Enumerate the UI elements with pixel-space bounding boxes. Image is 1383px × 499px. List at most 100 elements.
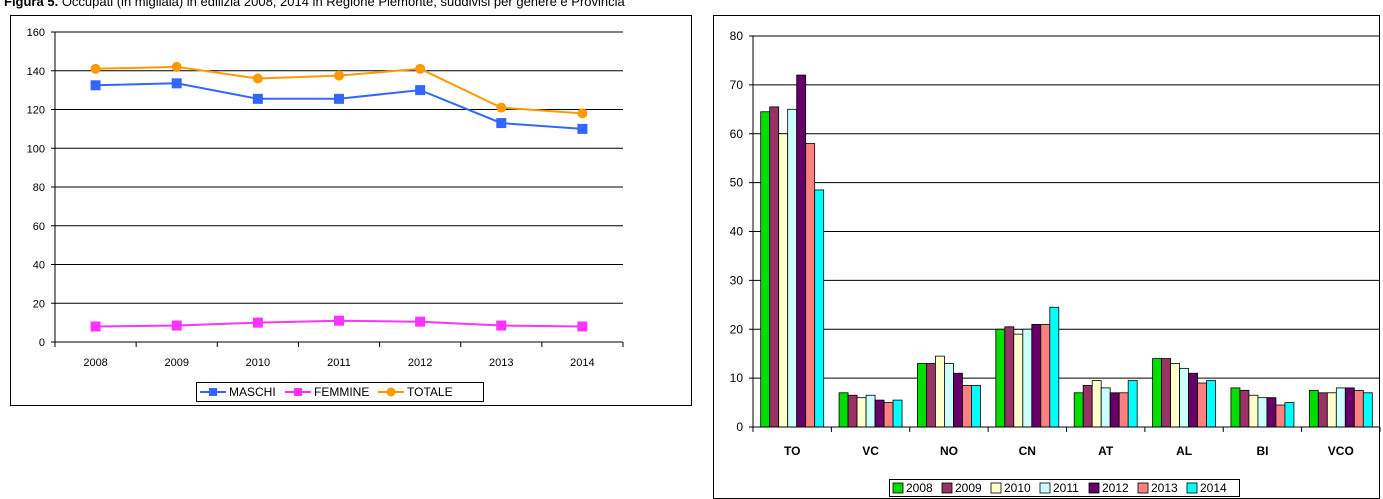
bar-chart-y-tick-label: 80 xyxy=(730,29,744,43)
data-point-femmine xyxy=(496,320,507,331)
bar-no-2014 xyxy=(971,385,981,428)
data-point-totale xyxy=(577,108,588,119)
legend-label-2014: 2014 xyxy=(1200,481,1227,495)
bar-cn-2010 xyxy=(1013,333,1024,428)
legend-swatch-2011 xyxy=(1039,482,1051,494)
bar-bi-2013 xyxy=(1275,404,1286,428)
legend-label-totale: TOTALE xyxy=(407,385,453,399)
legend-marker-totale xyxy=(386,387,396,397)
data-point-maschi xyxy=(496,118,507,129)
bar-vc-2013 xyxy=(883,402,894,428)
bar-at-2013 xyxy=(1118,392,1129,428)
line-chart-y-tick-label: 80 xyxy=(33,182,45,194)
bar-bi-2008 xyxy=(1230,387,1241,428)
bar-bi-2009 xyxy=(1239,389,1250,428)
bar-vco-2013 xyxy=(1353,389,1364,428)
bar-chart-x-tick-label: VC xyxy=(862,444,879,458)
data-point-totale xyxy=(334,70,344,81)
line-chart-x-tick-label: 2012 xyxy=(408,357,432,369)
legend-swatch-2010 xyxy=(990,482,1002,494)
bar-chart-x-tick-label: NO xyxy=(940,444,958,458)
bar-to-2010 xyxy=(778,133,789,428)
bar-to-2012 xyxy=(796,74,807,428)
legend-label-2011: 2011 xyxy=(1053,481,1079,495)
figure-caption-label: Figura 5. xyxy=(4,0,59,9)
figure-caption: Figura 5. Occupati (in migliaia) in edil… xyxy=(4,0,625,9)
bar-at-2014 xyxy=(1127,380,1138,428)
bar-chart-y-tick-label: 40 xyxy=(730,225,744,239)
data-point-totale xyxy=(496,102,507,113)
bar-no-2013 xyxy=(962,385,972,428)
line-chart-y-tick-label: 140 xyxy=(27,66,45,78)
data-point-femmine xyxy=(415,316,426,327)
bar-chart-y-tick-label: 0 xyxy=(736,420,743,434)
bar-chart-y-tick-label: 30 xyxy=(730,273,744,287)
bar-to-2008 xyxy=(760,111,771,428)
bar-chart-y-tick-label: 50 xyxy=(730,176,744,190)
data-point-femmine xyxy=(252,317,263,328)
bar-al-2009 xyxy=(1161,358,1171,428)
bar-chart-x-tick-label: BI xyxy=(1256,444,1268,458)
bar-bi-2011 xyxy=(1257,397,1268,428)
line-chart-x-tick-label: 2010 xyxy=(246,357,270,369)
data-point-femmine xyxy=(90,321,101,332)
data-point-maschi xyxy=(334,93,344,104)
data-point-maschi xyxy=(577,123,588,134)
line-chart-y-tick-label: 40 xyxy=(33,260,45,272)
legend-swatch-2009 xyxy=(941,482,953,494)
bar-vc-2012 xyxy=(874,399,885,428)
legend-label-2008: 2008 xyxy=(906,481,933,495)
data-point-femmine xyxy=(334,315,344,326)
bar-vc-2009 xyxy=(847,394,858,428)
bar-no-2008 xyxy=(917,363,927,428)
bar-at-2011 xyxy=(1100,387,1111,428)
bar-chart-x-tick-label: AL xyxy=(1176,444,1192,458)
bar-chart-y-tick-label: 20 xyxy=(730,322,744,336)
legend-label-2009: 2009 xyxy=(955,481,982,495)
bar-bi-2012 xyxy=(1266,397,1277,428)
bar-bi-2010 xyxy=(1248,394,1259,428)
legend-label-femmine: FEMMINE xyxy=(314,385,369,399)
data-point-totale xyxy=(415,63,426,74)
bar-cn-2014 xyxy=(1049,306,1060,428)
bar-vco-2009 xyxy=(1317,392,1328,428)
legend-label-2010: 2010 xyxy=(1004,481,1031,495)
bar-at-2009 xyxy=(1082,385,1093,428)
bar-al-2010 xyxy=(1170,363,1180,428)
data-point-maschi xyxy=(90,80,101,91)
legend-label-2012: 2012 xyxy=(1102,481,1129,495)
legend-label-2013: 2013 xyxy=(1151,481,1178,495)
bar-cn-2009 xyxy=(1004,326,1015,428)
bar-to-2009 xyxy=(769,106,780,428)
bar-chart-y-tick-label: 70 xyxy=(730,78,744,92)
bar-vco-2008 xyxy=(1308,389,1319,428)
data-point-femmine xyxy=(171,320,182,331)
line-chart-y-tick-label: 100 xyxy=(27,143,45,155)
line-chart-y-tick-label: 60 xyxy=(33,221,45,233)
data-point-femmine xyxy=(577,321,588,332)
legend-label-maschi: MASCHI xyxy=(229,385,276,399)
bar-cn-2011 xyxy=(1022,328,1033,428)
bar-at-2008 xyxy=(1073,392,1084,428)
bar-to-2011 xyxy=(787,108,798,428)
bar-vc-2010 xyxy=(856,397,867,428)
bar-chart-x-tick-label: TO xyxy=(784,444,800,458)
data-point-totale xyxy=(171,61,182,72)
bar-no-2009 xyxy=(926,363,936,428)
bar-no-2010 xyxy=(935,355,945,428)
data-point-maschi xyxy=(171,78,182,89)
data-point-maschi xyxy=(252,93,263,104)
bar-no-2012 xyxy=(953,372,963,428)
bar-al-2013 xyxy=(1197,382,1207,428)
bar-chart-x-tick-label: AT xyxy=(1098,444,1114,458)
bar-vc-2014 xyxy=(892,399,903,428)
line-chart-x-tick-label: 2011 xyxy=(327,357,351,369)
bar-cn-2008 xyxy=(995,328,1006,428)
line-chart-x-tick-label: 2014 xyxy=(570,357,594,369)
bar-at-2012 xyxy=(1109,392,1120,428)
data-point-totale xyxy=(90,63,101,74)
legend-swatch-2012 xyxy=(1088,482,1100,494)
bar-bi-2014 xyxy=(1284,402,1295,428)
